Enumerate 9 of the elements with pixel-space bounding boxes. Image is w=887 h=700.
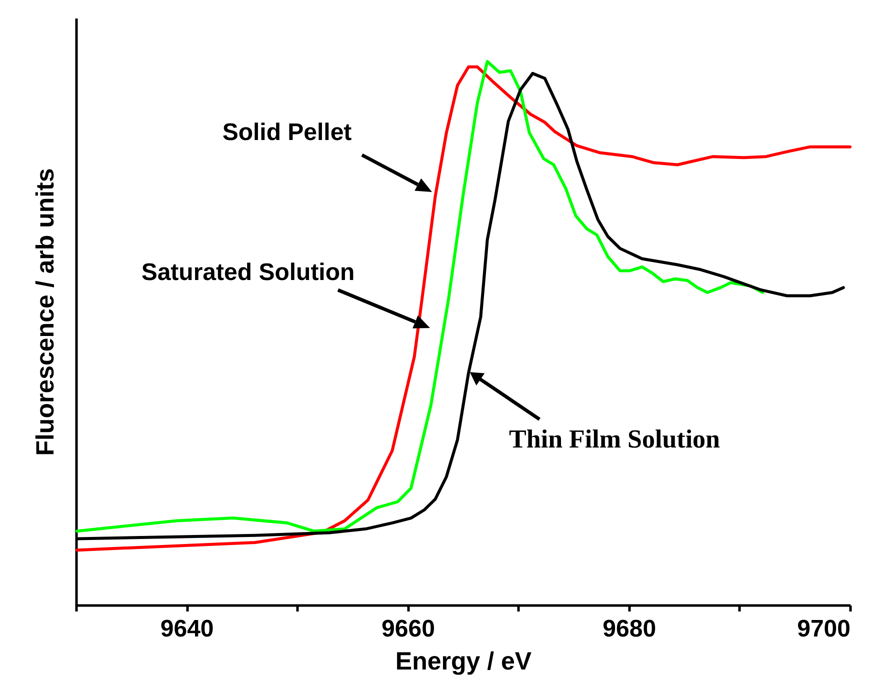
- x-tick-label: 9680: [602, 616, 656, 642]
- x-tick-label: 9660: [382, 616, 435, 642]
- x-axis-title: Energy / eV: [395, 648, 532, 676]
- annotation: Solid Pellet: [222, 119, 352, 146]
- x-tick-label: 9640: [160, 616, 214, 642]
- x-tick-label: 9700: [797, 616, 850, 642]
- annotation: Thin Film Solution: [509, 424, 721, 454]
- y-axis-title: Fluorescence / arb units: [32, 168, 60, 456]
- annotation: Saturated Solution: [141, 259, 355, 286]
